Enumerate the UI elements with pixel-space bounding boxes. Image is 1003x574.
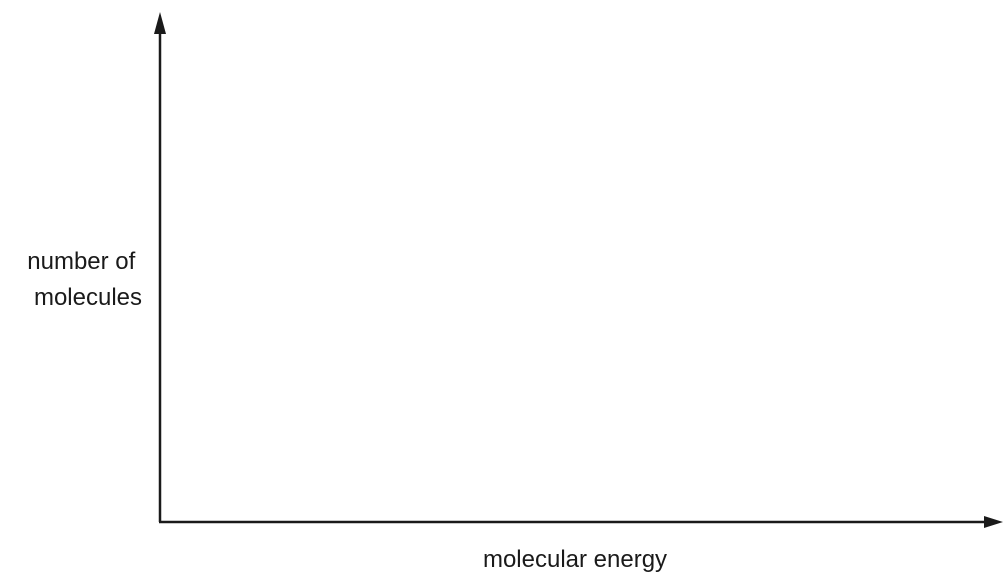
y-axis-label: number of molecules	[27, 248, 142, 311]
y-axis-label-line-2: molecules	[34, 284, 142, 311]
y-axis-arrowhead	[154, 12, 166, 34]
x-axis-label: molecular energy	[483, 546, 667, 573]
x-axis-arrowhead	[984, 516, 1003, 528]
y-axis-label-line-1: number of	[27, 248, 135, 275]
